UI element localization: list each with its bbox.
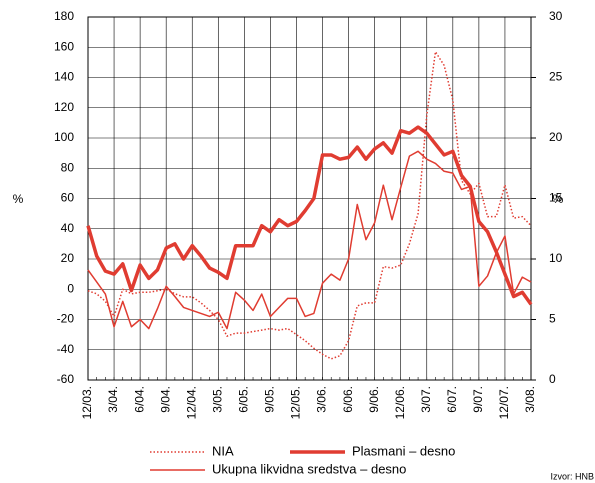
series-line [87,51,532,360]
y2-tick-label: 15 [549,191,563,205]
y-tick-label: -40 [57,342,75,356]
x-tick-label: 3/07. [419,386,433,413]
y-tick-label: 180 [54,9,74,23]
legend-label: NIA [212,443,234,458]
x-tick-label: 3/05. [210,386,224,413]
x-tick-label: 12/05. [289,386,303,419]
plot-frame [87,16,532,381]
y-tick-label: 0 [67,281,74,295]
x-tick-label: 12/07. [497,386,511,419]
x-tick-label: 6/06. [341,386,355,413]
series-line [87,150,532,330]
y-tick-label: 100 [54,130,74,144]
y2-tick-label: 10 [549,251,563,265]
y2-tick-label: 5 [549,312,556,326]
y-tick-label: 160 [54,39,74,53]
y2-tick-label: 0 [549,372,556,386]
x-tick-label: 6/05. [237,386,251,413]
x-tick-label: 12/06. [393,386,407,419]
x-tick-label: 12/04. [184,386,198,419]
x-tick-label: 3/06. [315,386,329,413]
series-line [86,125,533,306]
y-tick-label: 80 [61,160,75,174]
x-tick-label: 9/07. [471,386,485,413]
x-tick-label: 12/03. [80,386,94,419]
legend-label: Ukupna likvidna sredstva – desno [212,461,406,476]
y2-tick-label: 30 [549,9,563,23]
y-tick-label: 60 [61,191,75,205]
y-axis-label: % [13,192,24,206]
x-tick-label: 9/06. [367,386,381,413]
y2-tick-label: 25 [549,70,563,84]
y-tick-label: 140 [54,70,74,84]
source: Izvor: HNB [550,471,594,481]
y-tick-label: 120 [54,100,74,114]
y-tick-label: 40 [61,221,75,235]
x-tick-label: 9/04. [158,386,172,413]
y2-axis-label: % [553,192,564,206]
y-tick-label: -60 [57,372,75,386]
x-tick-label: 9/05. [263,386,277,413]
y-tick-label: 20 [61,251,75,265]
y-tick-label: -20 [57,312,75,326]
y2-tick-label: 20 [549,130,563,144]
x-tick-label: 3/08. [523,386,537,413]
x-tick-label: 3/04. [106,386,120,413]
x-tick-label: 6/07. [445,386,459,413]
legend-label: Plasmani – desno [352,443,455,458]
x-tick-label: 6/04. [132,386,146,413]
